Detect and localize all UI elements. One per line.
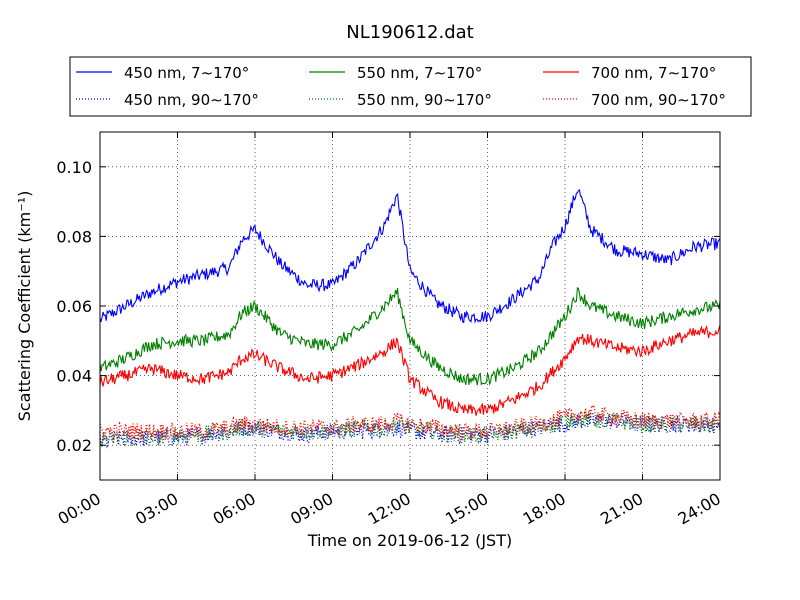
series-line (99, 189, 721, 324)
series-line (99, 324, 721, 416)
legend-label: 450 nm, 90∼170° (124, 91, 259, 109)
y-tick-label: 0.06 (56, 297, 92, 316)
x-tick-label: 21:00 (597, 489, 646, 529)
x-tick-label: 06:00 (210, 489, 259, 529)
x-tick-label: 15:00 (442, 489, 491, 529)
x-tick-label: 18:00 (520, 489, 569, 529)
series-line (99, 411, 721, 449)
legend-label: 450 nm, 7∼170° (124, 64, 249, 82)
y-tick-label: 0.02 (56, 436, 92, 455)
y-tick-label: 0.10 (56, 158, 92, 177)
x-tick-label: 00:00 (55, 489, 104, 529)
series-line (99, 402, 721, 442)
y-axis-label: Scattering Coefficient (km⁻¹) (15, 191, 34, 422)
chart-legend: 450 nm, 7∼170° 550 nm, 7∼170° 700 nm, 7∼17… (69, 56, 752, 117)
gridlines (100, 132, 720, 480)
y-tick-label: 0.08 (56, 227, 92, 246)
plot-frame (99, 131, 721, 481)
legend-label: 700 nm, 90∼170° (591, 91, 726, 109)
legend-label: 550 nm, 90∼170° (357, 91, 492, 109)
x-tick-label: 03:00 (132, 489, 181, 529)
x-tick-label: 09:00 (287, 489, 336, 529)
plot-data (99, 189, 721, 449)
legend-label: 550 nm, 7∼170° (357, 64, 482, 82)
x-tick-label: 24:00 (675, 489, 724, 529)
x-axis-label: Time on 2019-06-12 (JST) (307, 531, 512, 550)
legend-label: 700 nm, 7∼170° (591, 64, 716, 82)
series-line (99, 287, 721, 386)
y-tick-label: 0.04 (56, 367, 92, 386)
legend-frame (69, 56, 752, 117)
x-tick-label: 12:00 (365, 489, 414, 529)
chart-title: NL190612.dat (346, 22, 473, 43)
